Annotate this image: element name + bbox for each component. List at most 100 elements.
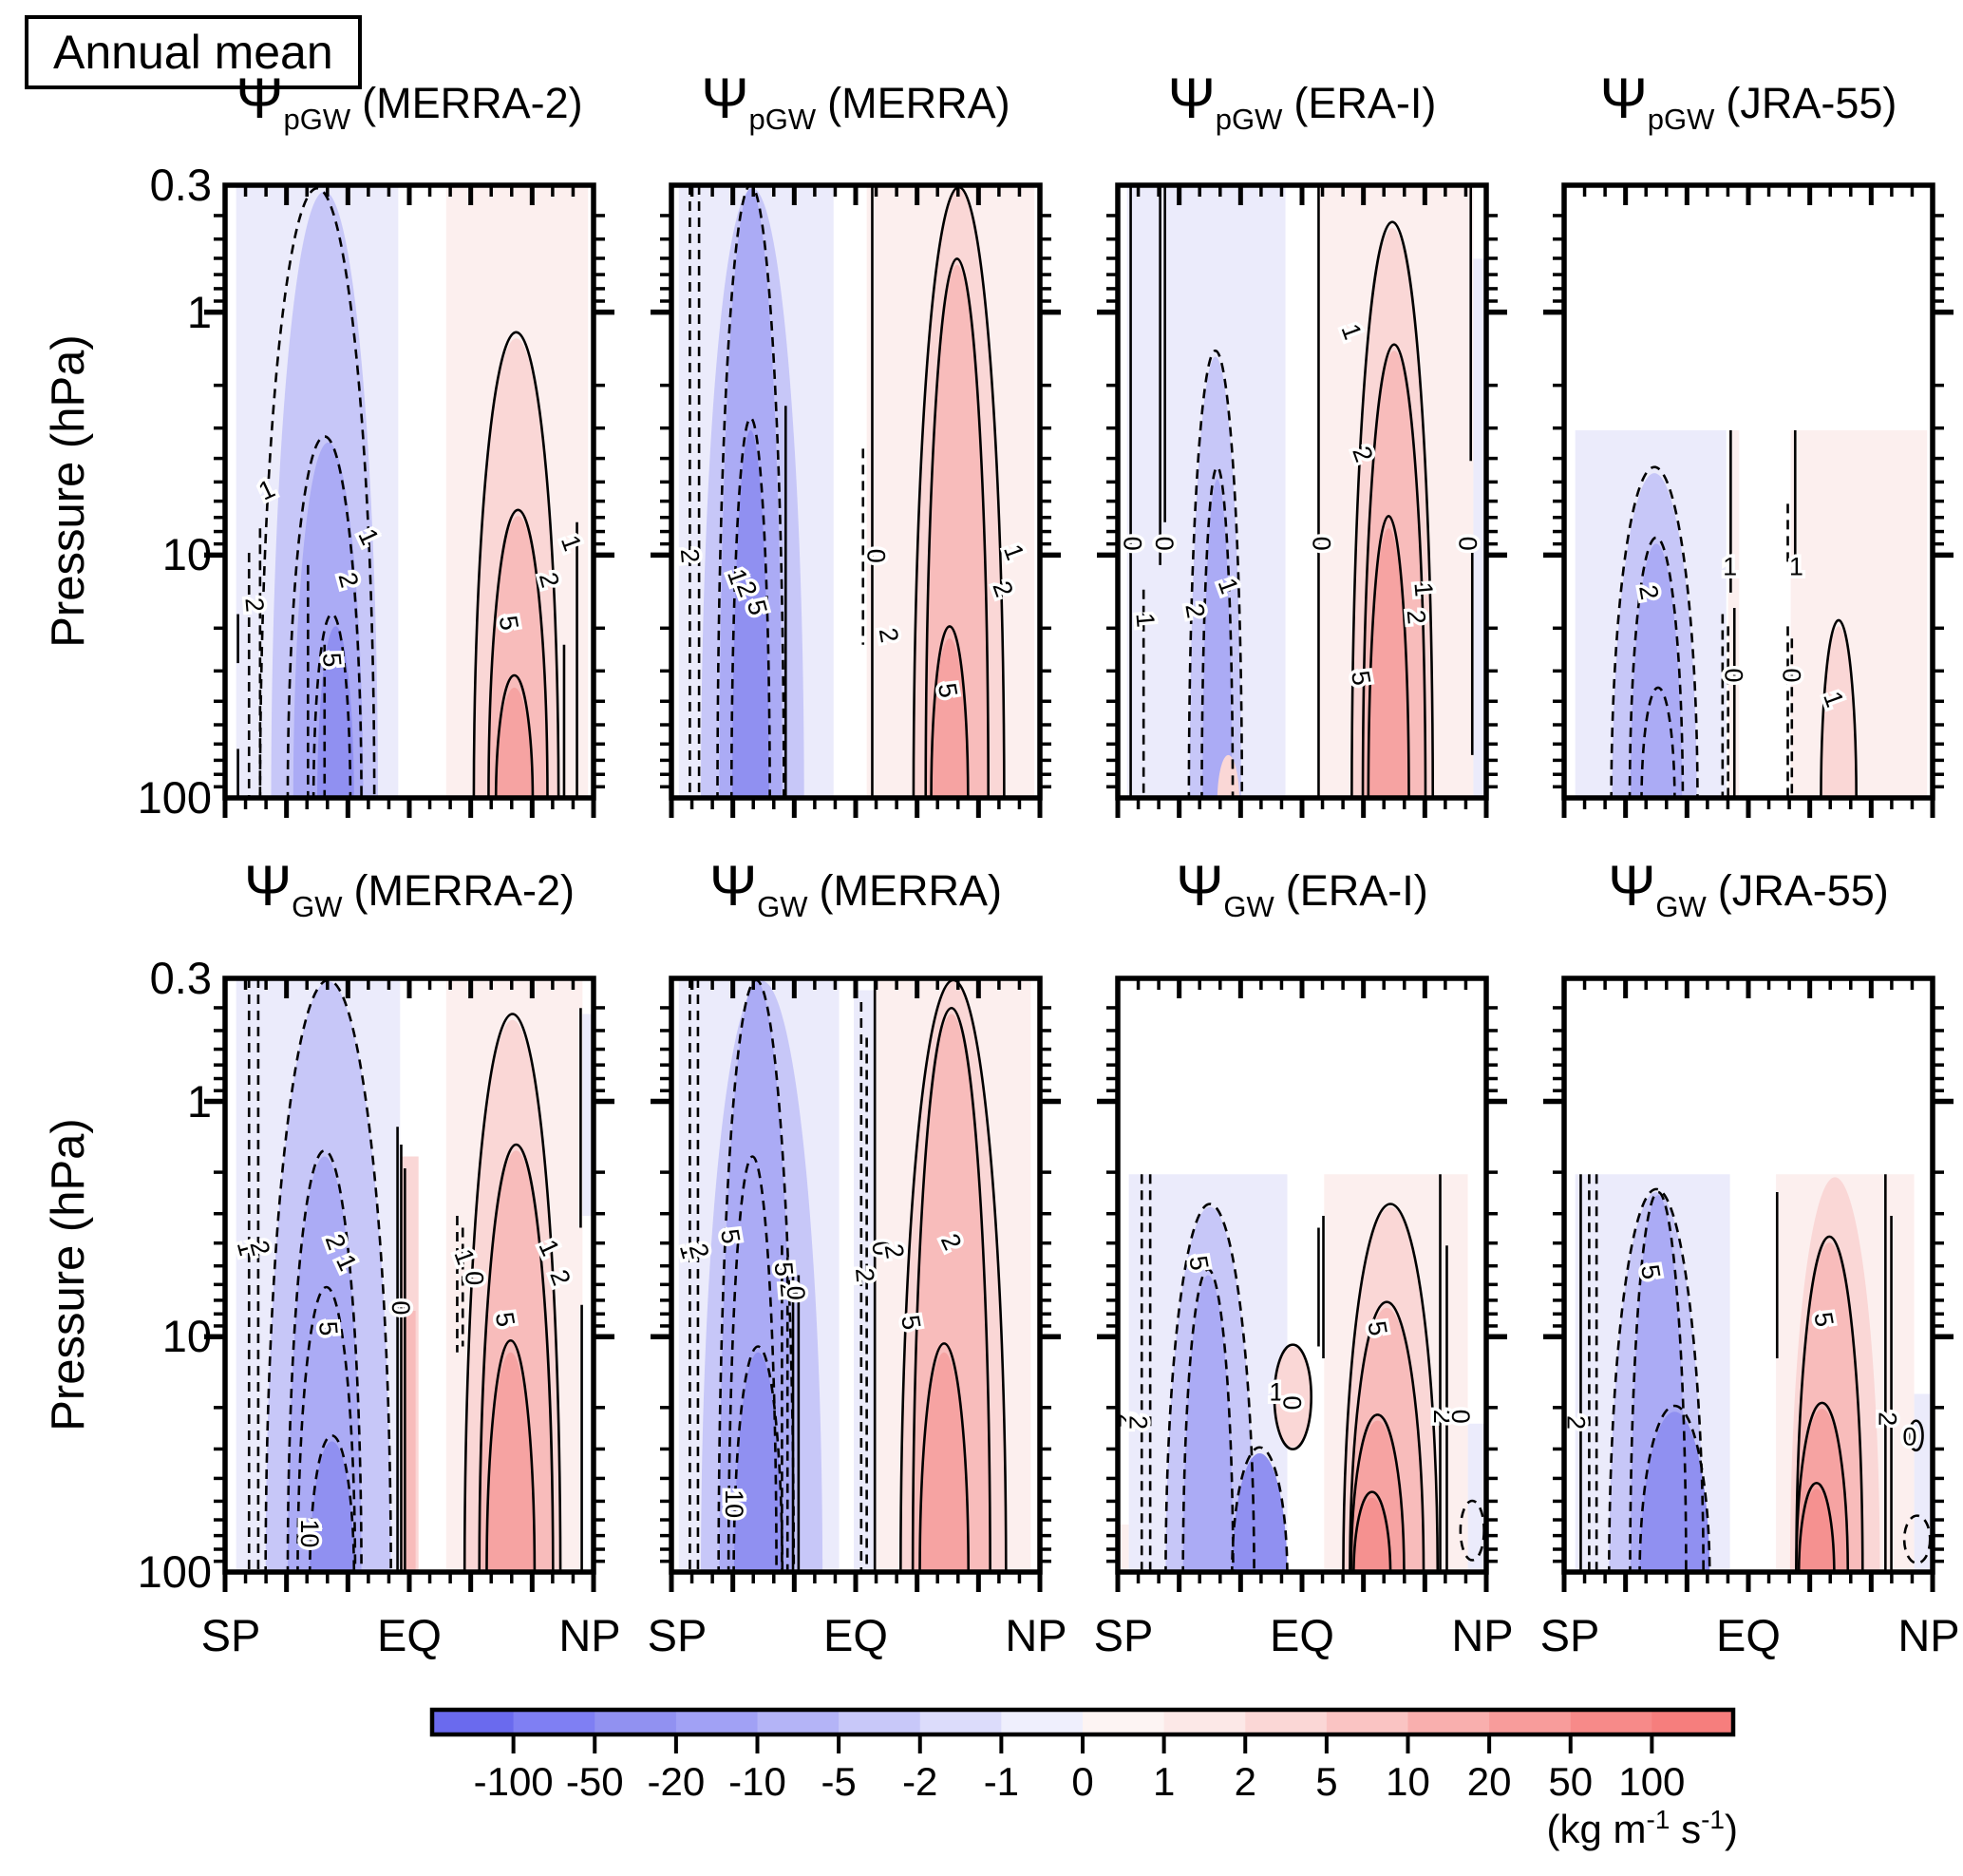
contour-label: 0 [1446,1410,1475,1424]
contour-label: 5 [313,1320,343,1337]
lat-label-eq: EQ [377,1610,442,1660]
panel-plot-3: 21 10 01 [1543,182,1954,818]
psi-subscript: GW [757,890,808,923]
colorbar-tick-label: 50 [1548,1759,1594,1804]
contour-label: 0 [461,1271,489,1285]
psi-symbol: Ψ [1599,66,1648,130]
dataset-name: (MERRA-2) [362,79,583,127]
contour-line-solid [478,1143,555,1572]
contour-line-dashed [1628,536,1685,798]
contour-label: 0 [1454,537,1482,551]
colorbar-cell [839,1710,921,1734]
pressure-axis-label-top: Pressure (hPa) [43,334,94,648]
lat-label-eq: EQ [823,1610,888,1660]
colorbar-tick-label: 1 [1152,1759,1176,1804]
contour-line-solid [494,673,535,798]
fill-region [1630,543,1683,798]
contour-label: 2 [1874,1412,1902,1426]
contour-line-solid [1367,514,1410,798]
fill-region [854,990,875,1572]
fill-region [496,687,533,798]
panel-title-gw-jra55: Ψ GW (JRA-55) [1564,858,1933,924]
contour-line-dashed [727,1155,778,1572]
fill-region [1202,479,1233,798]
contour-label: 0 [1307,537,1335,551]
colorbar-cell [1001,1710,1084,1734]
contour-line-solid [924,257,990,798]
panel-title-gw-merra: Ψ GW (MERRA) [671,858,1040,924]
contour-label: 2 [850,1267,879,1284]
contour-label: 5 [769,1260,799,1278]
psi-subscript: GW [1655,890,1707,923]
contour-line-dashed [258,186,376,798]
colorbar-cell [757,1710,840,1734]
colorbar-svg [429,1707,1736,1753]
fill-region [1274,1346,1311,1448]
contour-line-solid [1350,220,1435,798]
psi-subscript: GW [292,890,343,923]
unit-mid: s [1670,1807,1702,1851]
pressure-tick-10: 10 [161,1311,212,1361]
colorbar-cell [1407,1710,1490,1734]
colorbar-tick-label: 10 [1386,1759,1430,1804]
colorbar-tick-label: -2 [902,1759,938,1804]
contour-line-solid [1350,1413,1406,1572]
fill-region [1821,626,1857,798]
lat-label-np: NP [558,1610,621,1660]
lat-label-sp: SP [647,1610,708,1660]
dataset-name: (ERA-I) [1293,79,1437,127]
figure-label: Annual mean [53,26,333,79]
psi-subscript: pGW [1647,103,1715,136]
contour-label: 10 [295,1519,324,1547]
contour-line-solid [1349,1300,1425,1572]
pressure-tick-10: 10 [161,529,212,579]
contour-line-solid [1795,1401,1850,1572]
contour-line-dashed [1187,349,1244,798]
contour-label: 0 [1150,537,1179,551]
pressure-tick-100: 100 [137,772,212,823]
fill-region [1182,1275,1234,1572]
panel-title-gw-merra2: Ψ GW (MERRA-2) [225,854,594,924]
contour-line-solid [487,508,549,798]
colorbar-cell [919,1710,1002,1734]
contour-line-solid [1797,1481,1836,1572]
colorbar-tick-label: 100 [1618,1759,1686,1804]
pressure-tick-100: 100 [137,1546,212,1597]
fill-region [919,1352,969,1572]
colorbar-tick-label: -100 [473,1759,554,1804]
contour-label: 2 [1402,609,1431,626]
contour-line-solid [1908,1419,1924,1452]
lat-label-np: NP [1451,1610,1514,1660]
contour-line-dashed [1640,686,1676,798]
fill-region [1799,1488,1835,1572]
psi-symbol: Ψ [1167,66,1216,130]
pressure-tick-0.3: 0.3 [149,160,212,210]
dataset-name: (JRA-55) [1717,866,1889,915]
contour-line-solid [1273,1343,1313,1450]
colorbar-cell [1083,1710,1165,1734]
fill-region [1232,1453,1288,1572]
pressure-axis-label-bottom: Pressure (hPa) [43,1118,94,1431]
contour-label: 0 [1719,668,1747,682]
psi-symbol: Ψ [243,854,293,918]
dataset-name: (ERA-I) [1285,866,1428,915]
contour-line-solid [1361,343,1427,798]
contour-label: 10 [720,1489,748,1518]
fill-region [1467,1423,1486,1572]
contour-line-dashed [308,1433,356,1572]
contour-label: 2 [239,597,269,614]
contour-line-dashed [732,1345,784,1572]
contour-label: 2 [1113,1413,1142,1428]
contour-label: 1 [1130,612,1160,629]
contour-line-solid [472,331,560,798]
pressure-tick-0.3: 0.3 [149,953,212,1003]
fill-region [1473,258,1486,798]
fill-region [733,1352,783,1572]
